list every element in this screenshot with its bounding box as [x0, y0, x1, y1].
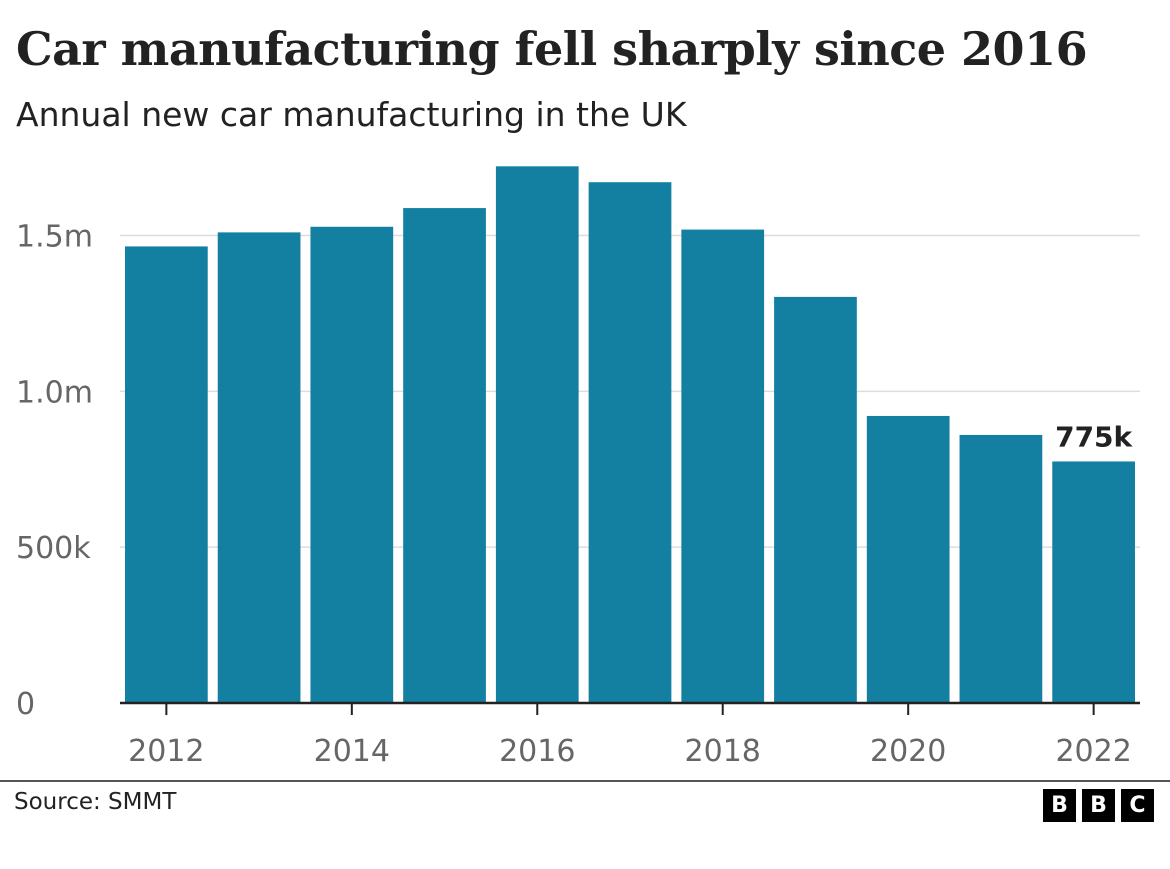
logo-block-c: C — [1121, 789, 1154, 822]
logo-block-b1: B — [1043, 789, 1076, 822]
bbc-logo: B B C — [1043, 789, 1154, 822]
bar-2019 — [774, 296, 857, 703]
data-label-2022: 775k — [1055, 420, 1133, 453]
bar-chart: 0 500k 1.0m 1.5m 2012 2014 2016 2018 2020 2022 775… — [16, 166, 1140, 770]
source-note: Source: SMMT — [14, 789, 177, 815]
footer-divider — [0, 780, 1170, 782]
bar-2018 — [681, 229, 765, 703]
x-tick-label: 2016 — [499, 734, 575, 769]
bars — [125, 166, 1135, 704]
chart-title: Car manufacturing fell sharply since 201… — [16, 22, 1088, 76]
y-tick-label: 1.5m — [16, 220, 93, 255]
bar-2013 — [217, 232, 301, 703]
y-tick-label: 500k — [16, 531, 91, 566]
y-tick-label: 1.0m — [16, 375, 93, 410]
bar-2020 — [866, 415, 950, 703]
bar-2022 — [1052, 461, 1135, 703]
x-tick-label: 2014 — [314, 734, 390, 769]
chart-subtitle: Annual new car manufacturing in the UK — [16, 95, 687, 134]
bar-2015 — [403, 208, 486, 703]
logo-block-b2: B — [1082, 789, 1115, 822]
bar-2014 — [310, 226, 394, 704]
x-tick-label: 2012 — [128, 734, 204, 769]
bar-2012 — [125, 246, 208, 704]
bar-2016 — [495, 166, 579, 703]
x-tick-label: 2022 — [1055, 734, 1131, 769]
y-tick-label: 0 — [16, 687, 35, 722]
bar-2021 — [959, 434, 1043, 703]
x-tick-label: 2020 — [870, 734, 946, 769]
x-tick-label: 2018 — [685, 734, 761, 769]
labels: 0 500k 1.0m 1.5m 2012 2014 2016 2018 2020 2022 775… — [16, 220, 1134, 770]
axes — [120, 701, 1140, 715]
bar-2017 — [588, 182, 672, 703]
